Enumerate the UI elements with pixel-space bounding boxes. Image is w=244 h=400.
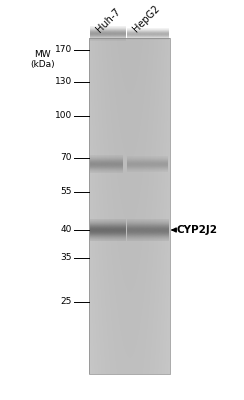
Text: 70: 70 [61,154,72,162]
Text: 55: 55 [61,188,72,196]
Text: CYP2J2: CYP2J2 [177,225,218,235]
Text: 35: 35 [61,254,72,262]
Text: 130: 130 [55,78,72,86]
Bar [89,38,170,374]
Text: 25: 25 [61,298,72,306]
Text: 40: 40 [61,226,72,234]
Text: 100: 100 [55,112,72,120]
Text: Huh-7: Huh-7 [94,6,122,34]
Text: HepG2: HepG2 [131,3,162,34]
Text: 170: 170 [55,46,72,54]
Text: MW
(kDa): MW (kDa) [30,50,55,69]
